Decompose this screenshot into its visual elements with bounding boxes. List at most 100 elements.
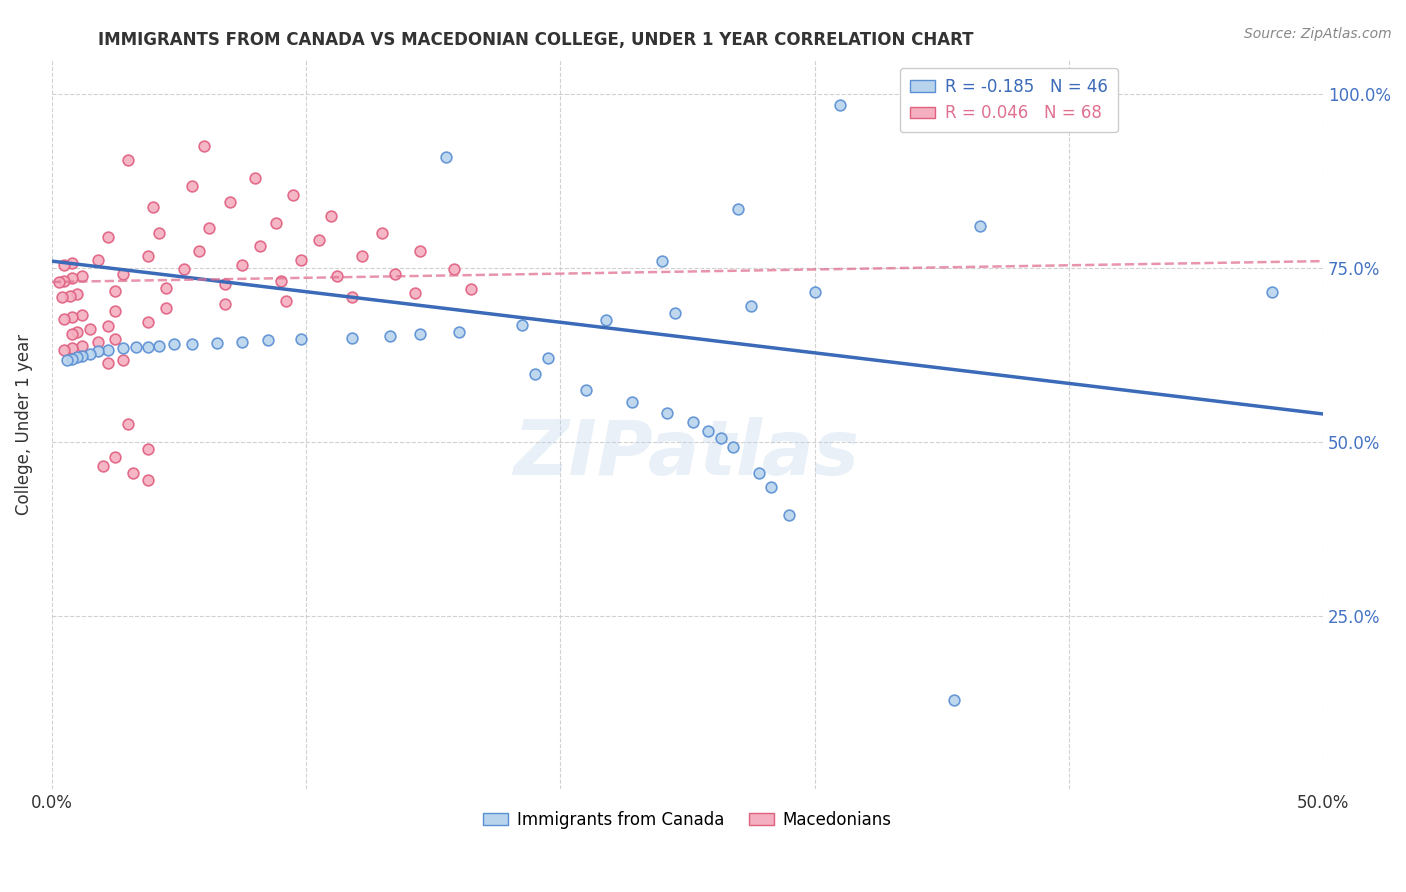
Point [142, 200, 165, 214]
Point [443, 262, 465, 277]
Point [409, 244, 432, 258]
Point [60, 271, 83, 285]
Point [60, 310, 83, 324]
Point [138, 442, 160, 456]
Point [264, 216, 287, 230]
Point [651, 254, 673, 268]
Point [48, 275, 70, 289]
Point [51, 290, 73, 304]
Point [1261, 285, 1284, 300]
Point [283, 188, 305, 202]
Point [655, 406, 678, 420]
Point [270, 274, 292, 288]
Point [60, 352, 83, 367]
Point [53, 311, 76, 326]
Point [117, 417, 139, 432]
Point [148, 339, 170, 353]
Point [138, 315, 160, 329]
Point [595, 313, 617, 327]
Point [155, 301, 177, 315]
Point [340, 330, 363, 344]
Point [124, 340, 146, 354]
Point [340, 289, 363, 303]
Point [943, 693, 966, 707]
Point [60, 327, 83, 342]
Point [409, 327, 432, 342]
Point [510, 318, 533, 332]
Point [104, 332, 127, 346]
Point [214, 277, 236, 291]
Point [163, 337, 186, 351]
Point [198, 220, 221, 235]
Point [721, 441, 744, 455]
Point [138, 248, 160, 262]
Point [664, 306, 686, 320]
Point [86, 252, 108, 267]
Point [727, 202, 749, 216]
Point [148, 227, 170, 241]
Point [290, 252, 312, 267]
Point [53, 274, 76, 288]
Point [72, 308, 94, 322]
Point [97, 229, 120, 244]
Point [138, 340, 160, 354]
Point [173, 262, 195, 277]
Point [460, 282, 482, 296]
Point [231, 334, 253, 349]
Point [117, 153, 139, 168]
Point [58, 289, 80, 303]
Point [969, 219, 991, 234]
Point [79, 321, 101, 335]
Point [214, 297, 236, 311]
Point [434, 150, 457, 164]
Point [308, 233, 330, 247]
Point [53, 258, 76, 272]
Point [536, 351, 558, 366]
Point [249, 239, 271, 253]
Point [138, 473, 160, 487]
Point [696, 425, 718, 439]
Y-axis label: College, Under 1 year: College, Under 1 year [15, 334, 32, 515]
Point [828, 97, 851, 112]
Point [53, 343, 76, 357]
Point [447, 325, 470, 339]
Point [104, 284, 127, 298]
Point [748, 466, 770, 480]
Point [575, 383, 598, 397]
Point [122, 466, 145, 480]
Point [111, 267, 134, 281]
Point [371, 227, 394, 241]
Point [86, 344, 108, 359]
Point [60, 341, 83, 355]
Point [321, 209, 343, 223]
Point [384, 267, 406, 281]
Point [66, 350, 89, 364]
Point [709, 431, 731, 445]
Text: Source: ZipAtlas.com: Source: ZipAtlas.com [1244, 27, 1392, 41]
Point [97, 343, 120, 357]
Point [86, 335, 108, 350]
Point [682, 415, 704, 429]
Point [350, 248, 373, 262]
Point [290, 332, 312, 346]
Point [188, 244, 211, 258]
Point [193, 139, 215, 153]
Point [66, 325, 89, 339]
Point [325, 269, 347, 284]
Point [803, 285, 825, 300]
Point [91, 459, 114, 474]
Point [761, 480, 783, 494]
Point [104, 450, 127, 464]
Point [66, 286, 89, 301]
Point [218, 195, 240, 210]
Point [72, 349, 94, 363]
Point [274, 293, 297, 308]
Point [60, 255, 83, 269]
Point [111, 341, 134, 355]
Point [104, 304, 127, 318]
Point [97, 318, 120, 333]
Point [523, 367, 546, 381]
Point [72, 339, 94, 353]
Point [404, 286, 426, 301]
Point [97, 356, 120, 370]
